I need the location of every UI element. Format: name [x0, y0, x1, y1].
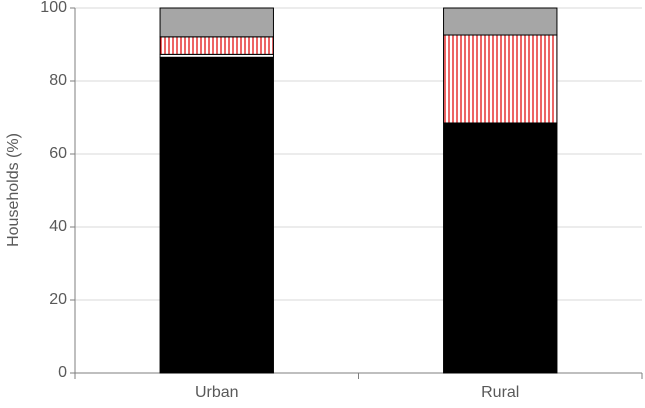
y-axis-label: Households (%)	[5, 133, 22, 247]
y-tick-label: 0	[58, 364, 67, 381]
y-tick-label: 20	[49, 291, 67, 308]
bar-segment	[443, 34, 558, 124]
x-tick-label: Rural	[481, 384, 519, 401]
y-tick-label: 80	[49, 72, 67, 89]
bar-segment	[443, 122, 558, 374]
bar-segment	[159, 36, 274, 55]
bar-segment	[443, 7, 558, 36]
y-tick-label: 100	[40, 0, 67, 16]
x-tick-label: Urban	[195, 384, 239, 401]
bar-segment	[159, 7, 274, 38]
y-tick-label: 40	[49, 218, 67, 235]
y-tick-label: 60	[49, 145, 67, 162]
bar-segment	[159, 56, 274, 374]
